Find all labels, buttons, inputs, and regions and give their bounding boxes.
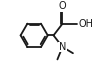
Text: N: N [59,42,66,52]
Text: O: O [59,1,66,11]
Text: OH: OH [79,19,94,29]
